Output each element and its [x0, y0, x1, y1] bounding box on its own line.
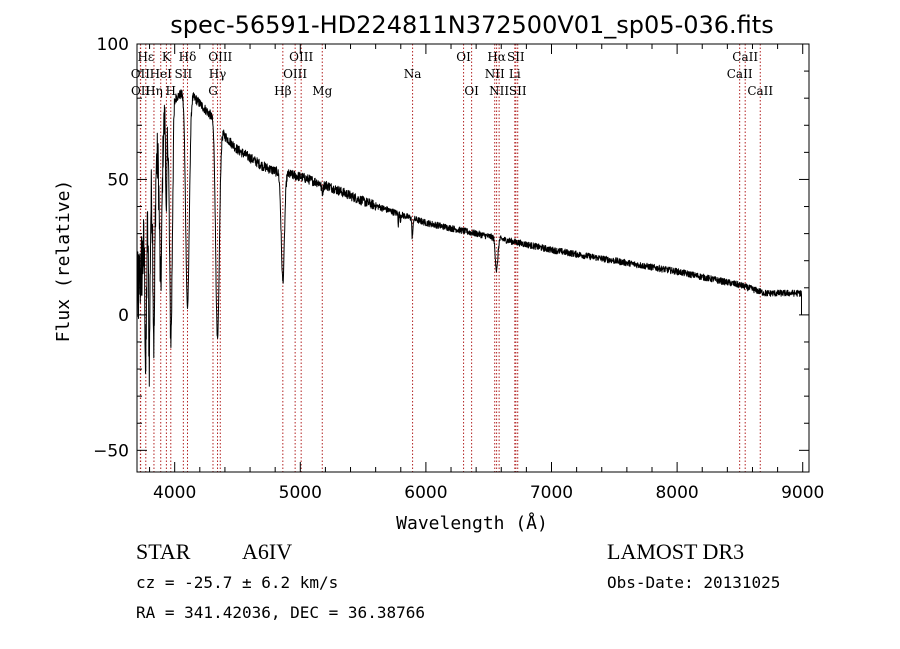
line-label-hγ: Hγ	[209, 67, 227, 81]
y-tick-label: 100	[97, 35, 129, 55]
line-label-caii: CaII	[747, 84, 773, 98]
x-axis-label: Wavelength (Å)	[396, 512, 548, 534]
spectrum-line	[136, 89, 802, 387]
line-label-oi: OI	[456, 50, 471, 64]
line-label-caii: CaII	[727, 67, 753, 81]
line-label-h: H	[166, 84, 176, 98]
spectral-line-markers	[139, 44, 761, 472]
y-tick-label: 50	[107, 170, 129, 190]
x-tick-label: 4000	[153, 483, 196, 503]
x-tick-label: 5000	[279, 483, 322, 503]
line-label-hη: Hη	[145, 84, 163, 98]
x-tick-label: 9000	[781, 483, 824, 503]
line-label-hε: Hε	[137, 50, 154, 64]
x-tick-label: 8000	[655, 483, 698, 503]
line-label-oi: OI	[464, 84, 479, 98]
line-label-caii: CaII	[732, 50, 758, 64]
line-label-nii: NII	[489, 84, 509, 98]
line-label-oii: OII	[131, 67, 151, 81]
coordinates: RA = 341.42036, DEC = 36.38766	[136, 603, 425, 622]
axis-ticks: 4000 5000 6000 7000 8000 9000 −50 0 50 100	[93, 35, 824, 503]
y-tick-label: 0	[118, 306, 129, 326]
y-tick-label: −50	[93, 441, 129, 461]
plot-frame	[136, 43, 810, 473]
line-label-sii: SII	[174, 67, 192, 81]
line-label-na: Na	[404, 67, 422, 81]
x-tick-label: 7000	[530, 483, 573, 503]
line-label-hδ: Hδ	[179, 50, 197, 64]
line-label-hβ: Hβ	[274, 84, 291, 98]
line-label-li: Li	[509, 67, 521, 81]
line-label-sii: SII	[507, 50, 525, 64]
line-label-hα: Hα	[487, 50, 506, 64]
x-tick-label: 6000	[404, 483, 447, 503]
line-label-oii: OII	[131, 84, 151, 98]
obs-date: Obs-Date: 20131025	[607, 573, 781, 592]
line-label-k: K	[162, 50, 172, 64]
line-label-oiii: OIII	[289, 50, 313, 64]
object-class: STAR	[136, 539, 191, 564]
y-axis-label: Flux (relative)	[53, 180, 74, 343]
line-label-hei: HeI	[150, 67, 173, 81]
line-label-sii: SII	[509, 84, 527, 98]
line-label-nii: NII	[485, 67, 505, 81]
line-label-mg: Mg	[312, 84, 332, 98]
redshift-readout: cz = -25.7 ± 6.2 km/s	[136, 573, 339, 592]
line-label-oiii: OIII	[208, 50, 232, 64]
object-subclass: A6IV	[242, 539, 293, 564]
line-label-oiii: OIII	[283, 67, 307, 81]
line-label-g: G	[208, 84, 218, 98]
survey-name: LAMOST DR3	[607, 539, 745, 564]
chart-title: spec-56591-HD224811N372500V01_sp05-036.f…	[170, 11, 773, 39]
